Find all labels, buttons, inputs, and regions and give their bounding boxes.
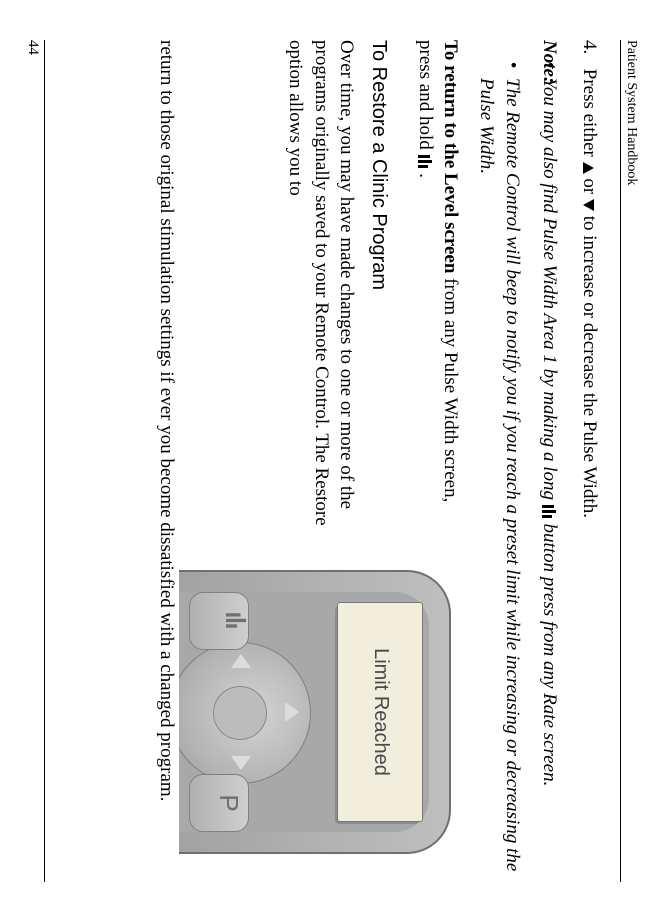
note-bullet-2: The Remote Control will beep to notify y… [473,72,524,882]
triangle-up-icon [583,162,594,174]
device-left-button [189,592,249,650]
dpad-center [213,686,267,740]
step-text-2: or [579,178,600,199]
note-bullet-1b: button press from any Rate screen. [539,524,560,787]
area-bars-icon [535,505,561,519]
step-text-3: to increase or decrease the Pulse Width. [579,216,600,518]
restore-heading: To Restore a Clinic Program [365,40,392,546]
dpad-right-icon [231,756,251,770]
dpad-up-icon [285,702,299,722]
book-header: Patient System Handbook [620,40,639,882]
restore-body-part1: Over time, you may have made changes to … [282,40,359,546]
return-rest-2: . [415,173,436,178]
return-bold: To return to the Level screen [440,40,461,273]
restore-body-part2: return to those original stimulation set… [154,40,180,882]
area-bars-icon-2 [410,155,436,169]
step-text-1: Press either [579,69,600,162]
remote-device-illustration: Limit Reached [179,562,459,862]
step-number: 4. [576,40,602,64]
step-4: 4. Press either or to increase or decrea… [576,40,602,882]
triangle-down-icon [583,199,594,211]
device-right-button: P [189,774,249,832]
note-block: Note: • You may also find Pulse Width Ar… [473,40,562,882]
page-number: 44 [24,40,45,882]
device-screen: Limit Reached [337,602,423,822]
device-dpad [179,642,311,782]
note-bullet-1a: You may also find Pulse Width Area 1 by … [539,78,560,505]
dpad-left-icon [231,654,251,668]
return-line: To return to the Level screen from any P… [410,40,463,546]
